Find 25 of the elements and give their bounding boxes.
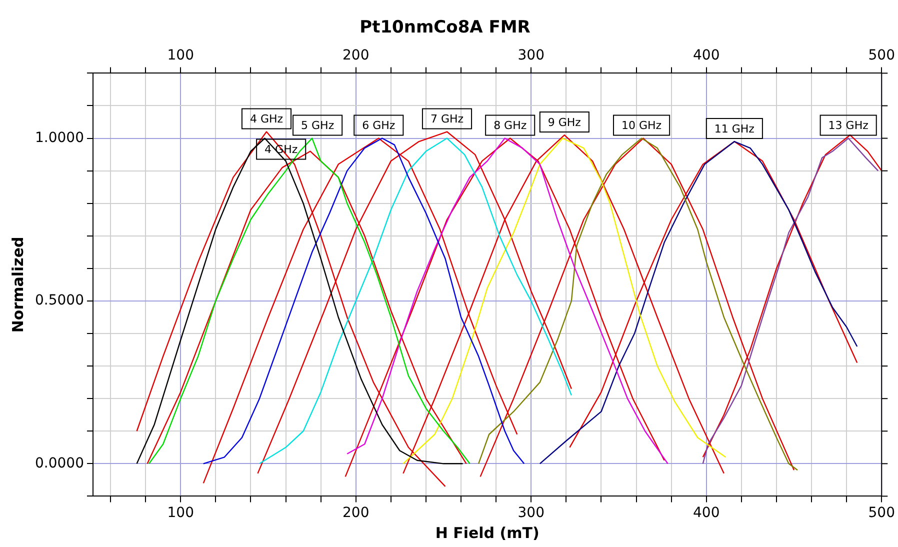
y-tick-label: 1.0000: [34, 130, 84, 146]
x-tick-label: 200: [342, 505, 370, 522]
annotation: 5 GHz: [301, 119, 334, 132]
annotation: 8 GHz: [494, 119, 527, 132]
annotation: 11 GHz: [714, 122, 755, 136]
annotation: 4 GHz: [250, 112, 284, 126]
annotation: 13 GHz: [828, 119, 869, 132]
x-tick-label: 100: [167, 505, 194, 522]
y-axis-title: Normalized: [8, 236, 27, 333]
x2-tick-label: 400: [693, 47, 720, 64]
annotation: 6 GHz: [362, 119, 396, 132]
x2-tick-label: 100: [167, 47, 194, 64]
annotation: 7 GHz: [430, 112, 464, 126]
annotation: 10 GHz: [622, 119, 662, 132]
annotation: 9 GHz: [548, 116, 582, 129]
chart-title: Pt10nmCo8A FMR: [360, 18, 530, 38]
x-axis-title: H Field (mT): [435, 524, 540, 542]
x2-tick-label: 300: [518, 47, 544, 64]
x-tick-label: 500: [868, 505, 896, 522]
y-tick-label: 0.5000: [34, 292, 84, 309]
x2-tick-label: 500: [868, 47, 896, 64]
y-tick-label: 0.0000: [34, 455, 84, 472]
x-tick-label: 400: [693, 505, 720, 522]
x-tick-label: 300: [518, 505, 544, 522]
x2-tick-label: 200: [342, 47, 370, 64]
